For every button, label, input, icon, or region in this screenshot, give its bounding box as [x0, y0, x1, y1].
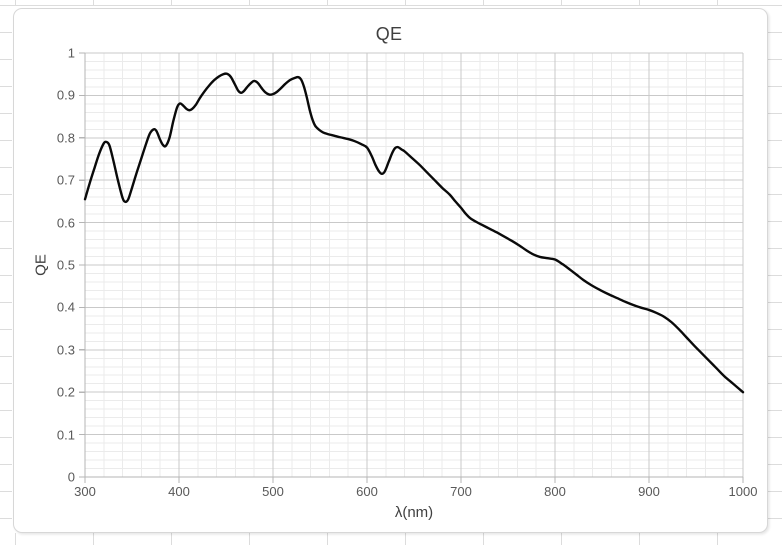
- worksheet-gridline: [0, 329, 12, 330]
- worksheet-gridline: [0, 302, 12, 303]
- worksheet-gridline: [0, 32, 12, 33]
- worksheet-gridline: [768, 221, 782, 222]
- worksheet-gridline: [0, 194, 12, 195]
- worksheet-gridline: [0, 518, 12, 519]
- worksheet-gridline: [768, 356, 782, 357]
- worksheet-gridline: [483, 0, 484, 6]
- worksheet-gridline: [15, 533, 16, 545]
- worksheet-gridline: [768, 464, 782, 465]
- worksheet-gridline: [561, 533, 562, 545]
- worksheet-gridline: [717, 0, 718, 6]
- worksheet-gridline: [0, 5, 782, 6]
- worksheet-gridline: [171, 0, 172, 6]
- worksheet-gridline: [0, 491, 12, 492]
- worksheet-gridline: [327, 0, 328, 6]
- worksheet-gridline: [768, 410, 782, 411]
- worksheet-gridline: [0, 248, 12, 249]
- worksheet-gridline: [768, 194, 782, 195]
- worksheet-gridline: [768, 302, 782, 303]
- worksheet-gridline: [405, 0, 406, 6]
- worksheet-gridline: [639, 533, 640, 545]
- worksheet-gridline: [768, 32, 782, 33]
- worksheet-gridline: [15, 0, 16, 6]
- worksheet-gridline: [768, 383, 782, 384]
- worksheet-gridline: [717, 533, 718, 545]
- worksheet-gridline: [0, 464, 12, 465]
- worksheet-gridline: [768, 437, 782, 438]
- chart-area[interactable]: [13, 8, 768, 533]
- worksheet-gridline: [405, 533, 406, 545]
- worksheet-gridline: [768, 518, 782, 519]
- worksheet-gridline: [0, 113, 12, 114]
- worksheet-gridline: [0, 356, 12, 357]
- worksheet-gridline: [0, 59, 12, 60]
- worksheet-gridline: [93, 0, 94, 6]
- worksheet-gridline: [768, 167, 782, 168]
- worksheet-gridline: [768, 248, 782, 249]
- worksheet-gridline: [0, 275, 12, 276]
- worksheet-gridline: [0, 140, 12, 141]
- worksheet-gridline: [768, 59, 782, 60]
- worksheet-gridline: [768, 113, 782, 114]
- worksheet-gridline: [0, 86, 12, 87]
- worksheet-gridline: [483, 533, 484, 545]
- worksheet-gridline: [0, 167, 12, 168]
- worksheet-gridline: [768, 329, 782, 330]
- worksheet-gridline: [327, 533, 328, 545]
- worksheet-gridline: [0, 410, 12, 411]
- worksheet-gridline: [249, 0, 250, 6]
- worksheet-gridline: [768, 86, 782, 87]
- worksheet-gridline: [639, 0, 640, 6]
- worksheet-gridline: [0, 437, 12, 438]
- worksheet-gridline: [768, 275, 782, 276]
- worksheet-gridline: [249, 533, 250, 545]
- worksheet-gridline: [171, 533, 172, 545]
- worksheet-gridline: [0, 221, 12, 222]
- worksheet-gridline: [768, 140, 782, 141]
- worksheet-gridline: [768, 491, 782, 492]
- worksheet-gridline: [93, 533, 94, 545]
- worksheet-gridline: [561, 0, 562, 6]
- worksheet-gridline: [0, 383, 12, 384]
